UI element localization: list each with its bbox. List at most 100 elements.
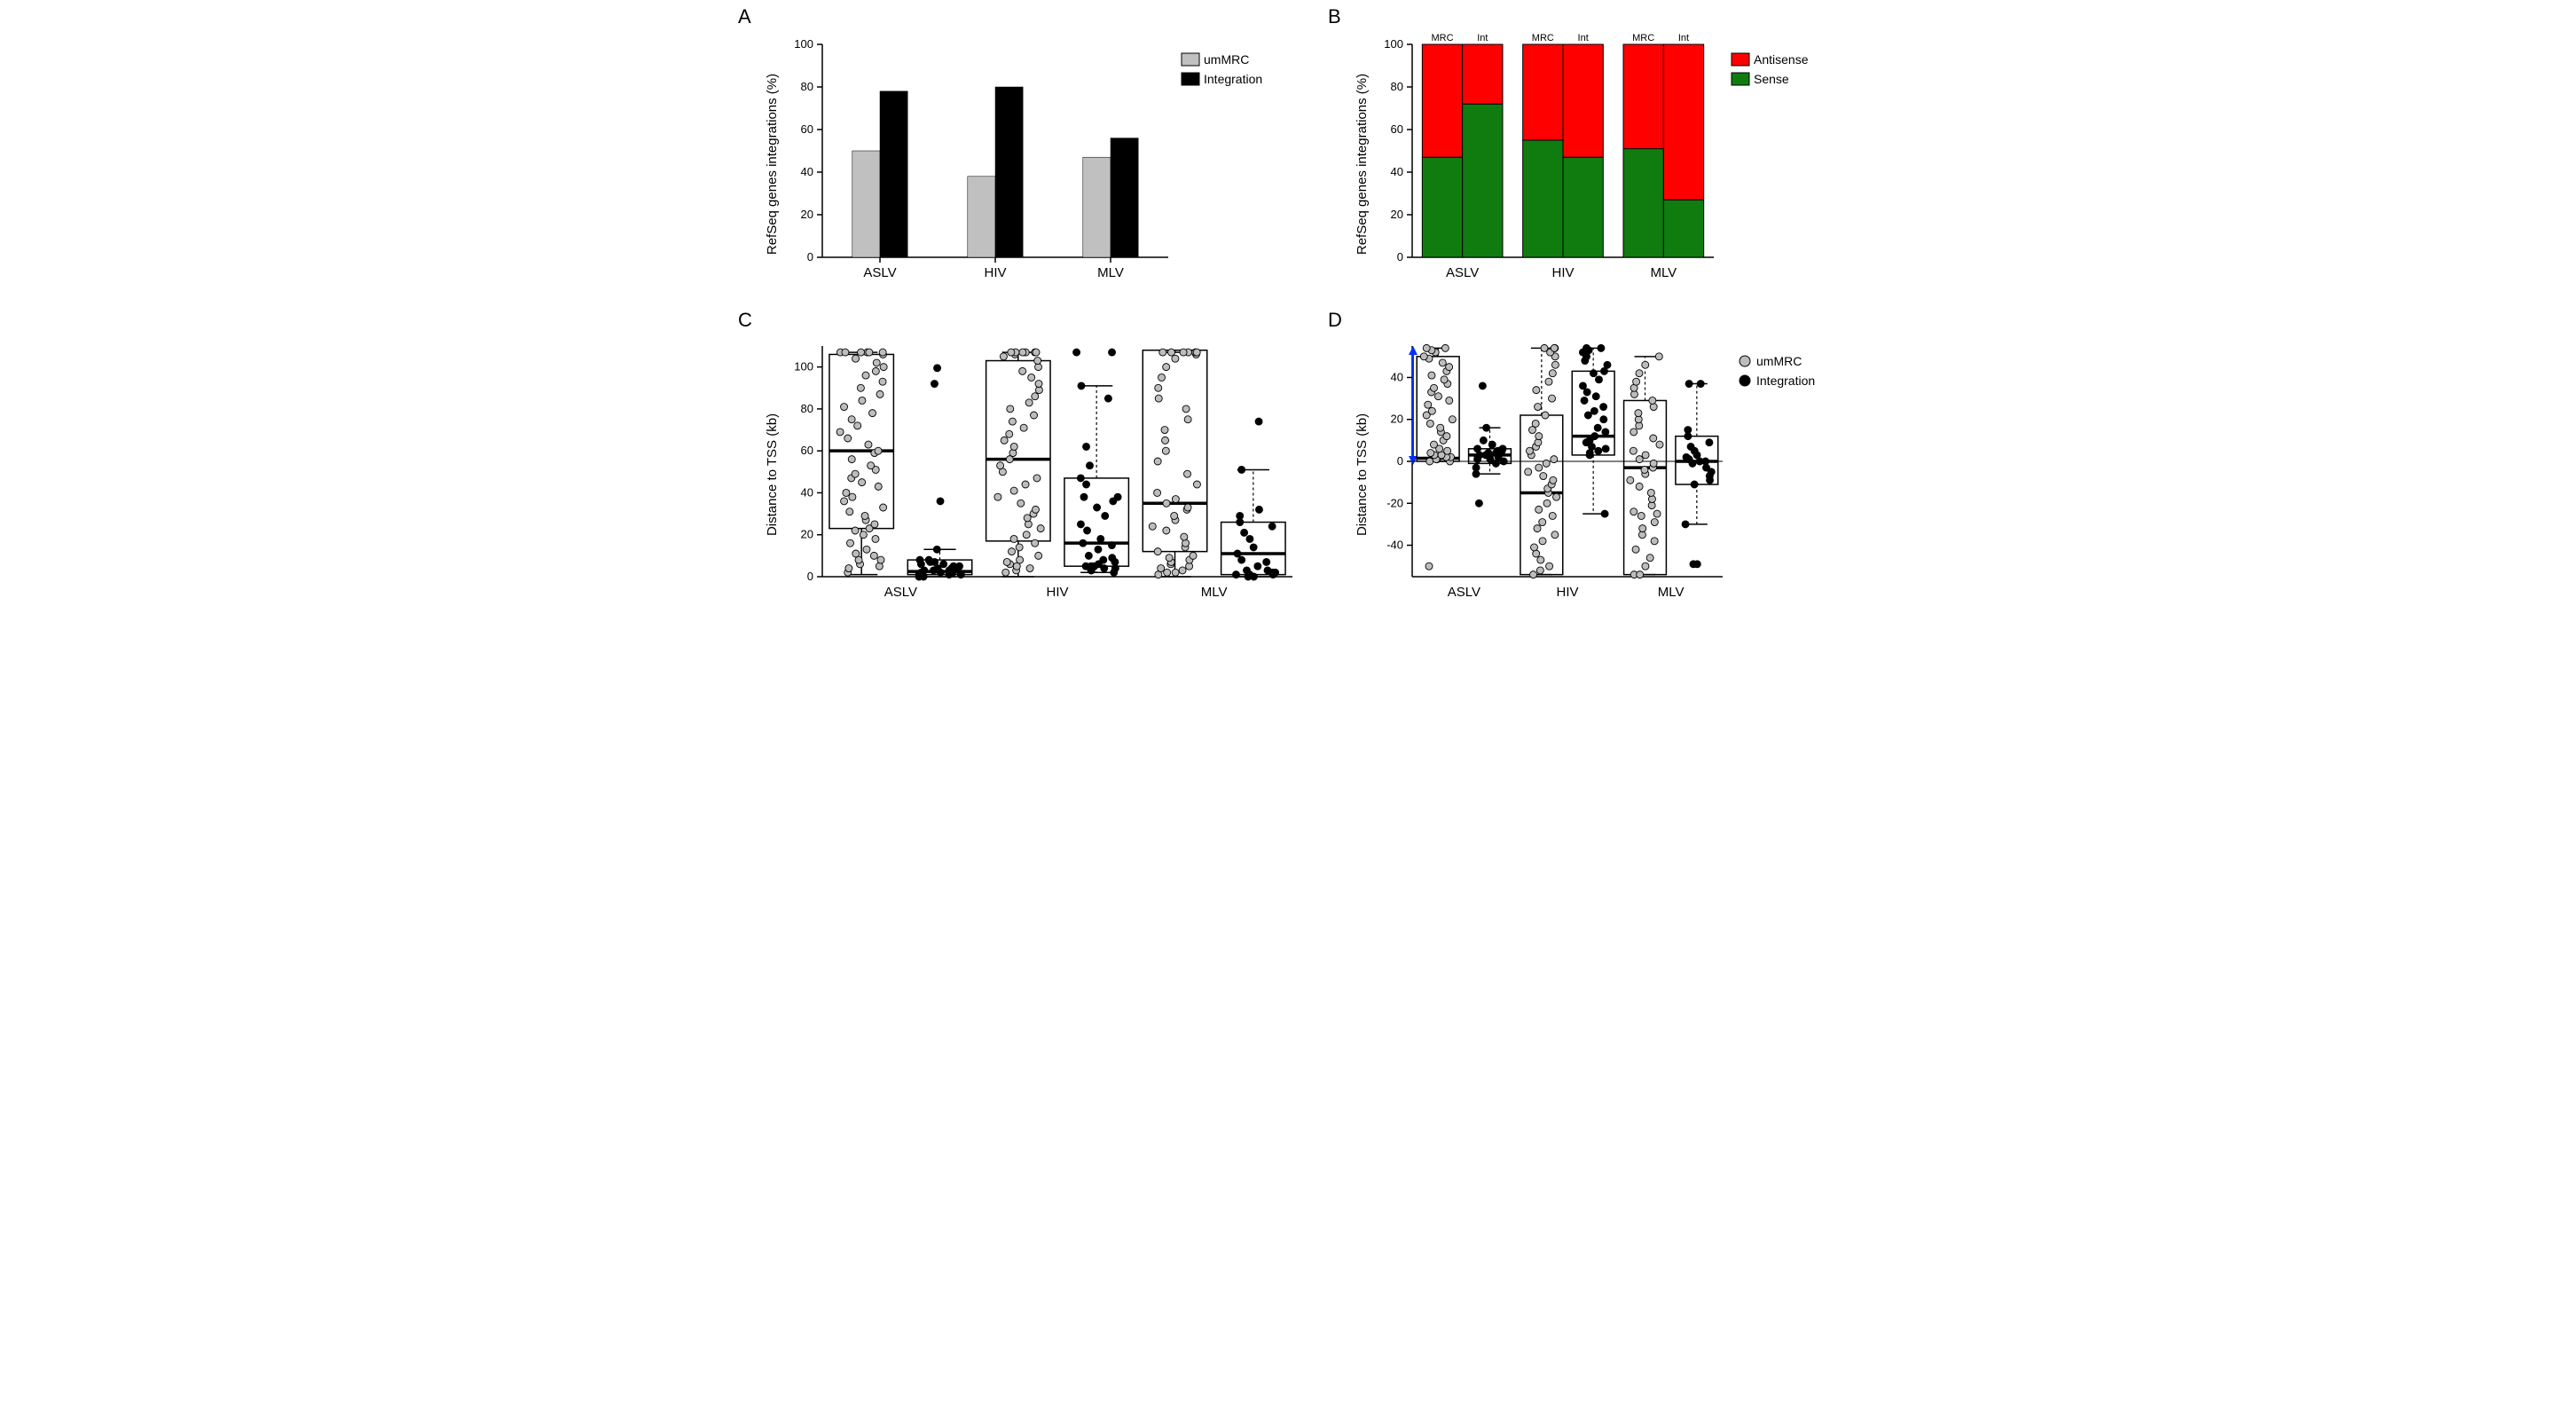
scatter-point bbox=[1016, 544, 1023, 551]
scatter-point bbox=[1155, 384, 1162, 391]
panel-label-c: C bbox=[738, 309, 752, 332]
stacked-segment bbox=[1422, 44, 1462, 157]
bar bbox=[968, 177, 995, 257]
legend-label: umMRC bbox=[1756, 354, 1802, 368]
ylabel-d: Distance to TSS (kb) bbox=[1355, 413, 1370, 536]
scatter-point bbox=[1100, 556, 1107, 563]
scatter-point bbox=[1154, 458, 1161, 465]
scatter-point bbox=[997, 462, 1004, 469]
scatter-point bbox=[1651, 519, 1658, 526]
scatter-point bbox=[1073, 349, 1080, 356]
scatter-point bbox=[1650, 435, 1657, 442]
scatter-point bbox=[1104, 395, 1111, 402]
stacked-segment bbox=[1663, 200, 1703, 257]
scatter-point bbox=[940, 561, 947, 568]
scatter-point bbox=[1682, 521, 1689, 528]
scatter-point bbox=[1642, 361, 1649, 368]
scatter-point bbox=[858, 349, 865, 356]
scatter-point bbox=[1475, 500, 1482, 507]
scatter-point bbox=[1653, 510, 1661, 517]
scatter-point bbox=[1535, 464, 1543, 471]
panel-label-a: A bbox=[738, 5, 751, 28]
scatter-point bbox=[1184, 504, 1191, 511]
scatter-point bbox=[1083, 481, 1090, 488]
svg-text:0: 0 bbox=[1397, 454, 1403, 468]
scatter-point bbox=[1650, 460, 1657, 467]
scatter-point bbox=[1425, 563, 1433, 570]
svg-text:80: 80 bbox=[801, 402, 813, 415]
scatter-point bbox=[1083, 443, 1090, 450]
scatter-point bbox=[1630, 447, 1637, 454]
scatter-point bbox=[1535, 404, 1542, 411]
scatter-point bbox=[1254, 563, 1261, 570]
scatter-point bbox=[1154, 548, 1161, 555]
legend-swatch bbox=[1182, 73, 1199, 85]
sub-label: MRC bbox=[1431, 33, 1453, 43]
scatter-point bbox=[1584, 412, 1591, 419]
legend-swatch bbox=[1732, 53, 1749, 66]
scatter-point bbox=[1034, 358, 1041, 365]
svg-text:HIV: HIV bbox=[984, 265, 1006, 280]
svg-text:0: 0 bbox=[807, 250, 813, 264]
scatter-point bbox=[1264, 567, 1271, 574]
scatter-point bbox=[1033, 475, 1041, 482]
scatter-point bbox=[1636, 483, 1643, 490]
scatter-point bbox=[1035, 381, 1042, 388]
scatter-point bbox=[1595, 447, 1602, 454]
scatter-point bbox=[866, 349, 873, 356]
legend-swatch bbox=[1732, 73, 1749, 85]
scatter-point bbox=[1444, 447, 1451, 454]
scatter-point bbox=[1243, 567, 1250, 574]
bar bbox=[880, 91, 907, 257]
scatter-point bbox=[1655, 353, 1662, 360]
scatter-point bbox=[1642, 563, 1649, 570]
svg-text:80: 80 bbox=[801, 80, 813, 93]
scatter-point bbox=[1687, 443, 1694, 450]
stacked-segment bbox=[1563, 44, 1603, 157]
scatter-point bbox=[1592, 393, 1599, 400]
scatter-point bbox=[1114, 493, 1121, 500]
scatter-point bbox=[1594, 424, 1601, 431]
scatter-point bbox=[1430, 441, 1437, 448]
scatter-point bbox=[843, 489, 850, 496]
scatter-point bbox=[879, 378, 886, 385]
scatter-point bbox=[1428, 407, 1435, 414]
legend-swatch bbox=[1182, 53, 1199, 66]
svg-text:MLV: MLV bbox=[1201, 585, 1228, 600]
scatter-point bbox=[1532, 420, 1539, 427]
scatter-point bbox=[1035, 552, 1042, 559]
scatter-point bbox=[1632, 546, 1639, 553]
svg-text:20: 20 bbox=[801, 528, 813, 541]
scatter-point bbox=[1639, 525, 1646, 532]
scatter-point bbox=[1536, 567, 1543, 574]
scatter-point bbox=[1650, 404, 1657, 411]
scatter-point bbox=[1530, 571, 1537, 578]
scatter-point bbox=[1163, 364, 1170, 371]
scatter-point bbox=[1193, 349, 1200, 356]
scatter-point bbox=[876, 390, 884, 397]
scatter-point bbox=[842, 349, 849, 356]
scatter-point bbox=[1255, 506, 1262, 513]
scatter-point bbox=[1706, 439, 1713, 446]
figure: A B C D RefSeq genes integrations (%) 02… bbox=[720, 0, 1856, 627]
scatter-point bbox=[1180, 349, 1187, 356]
scatter-point bbox=[848, 416, 855, 423]
svg-text:-20: -20 bbox=[1386, 496, 1403, 509]
scatter-point bbox=[931, 381, 938, 388]
scatter-point bbox=[916, 556, 923, 563]
scatter-point bbox=[1549, 370, 1556, 377]
scatter-point bbox=[1499, 445, 1506, 452]
scatter-point bbox=[1441, 344, 1449, 351]
scatter-point bbox=[841, 404, 848, 411]
scatter-point bbox=[1010, 443, 1017, 450]
scatter-point bbox=[1078, 382, 1085, 389]
scatter-point bbox=[1163, 500, 1170, 507]
scatter-point bbox=[1161, 427, 1168, 434]
scatter-point bbox=[1010, 487, 1017, 494]
scatter-point bbox=[1268, 523, 1276, 530]
scatter-point bbox=[1241, 529, 1248, 536]
svg-text:ASLV: ASLV bbox=[884, 585, 917, 600]
legend-marker bbox=[1740, 356, 1750, 366]
stacked-segment bbox=[1463, 104, 1503, 257]
svg-text:60: 60 bbox=[801, 444, 813, 457]
